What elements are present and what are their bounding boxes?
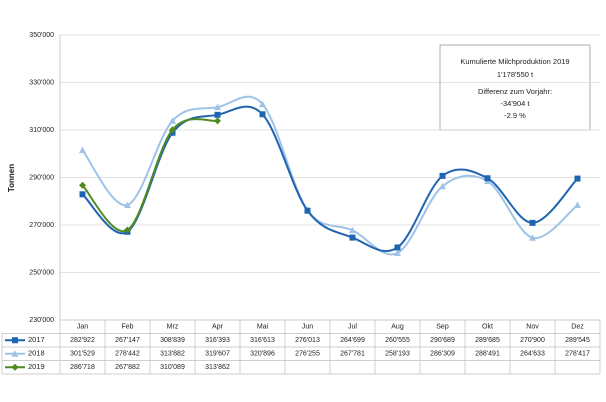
marker [349, 226, 356, 234]
table-value: 264'633 [520, 351, 545, 358]
marker [214, 117, 221, 125]
table-value: 260'555 [385, 337, 410, 344]
table-value: 313'882 [160, 351, 185, 358]
table-value: 278'417 [565, 351, 590, 358]
legend-marker [12, 337, 18, 344]
marker [169, 126, 176, 134]
marker [574, 201, 581, 209]
x-tick-label: Jul [348, 324, 357, 331]
table-value: 267'882 [115, 364, 140, 371]
table-value: 316'613 [250, 337, 275, 344]
y-tick-label: 330'000 [29, 79, 54, 86]
marker [574, 175, 581, 182]
table-value: 276'013 [295, 337, 320, 344]
legend-marker [11, 350, 19, 357]
table-value: 270'900 [520, 337, 545, 344]
x-tick-label: Mrz [167, 324, 179, 331]
marker [439, 172, 446, 179]
marker [124, 201, 131, 208]
table-value: 278'442 [115, 351, 140, 358]
marker [484, 175, 491, 182]
table-value: 282'922 [70, 337, 95, 344]
annotation-text: Differenz zum Vorjahr: [478, 87, 552, 96]
legend-label: 2018 [28, 349, 45, 358]
x-tick-label: Jun [302, 324, 313, 331]
table-value: 267'781 [340, 351, 365, 358]
marker [529, 234, 536, 241]
annotation-text: Kumulierte Milchproduktion 2019 [460, 57, 569, 66]
table-value: 288'491 [475, 351, 500, 358]
y-axis-title: Tonnen [7, 164, 16, 192]
y-tick-label: 310'000 [29, 127, 54, 134]
x-tick-label: Aug [391, 324, 404, 331]
marker [214, 111, 221, 118]
table-value: 286'718 [70, 364, 95, 371]
table-value: 289'545 [565, 337, 590, 344]
table-value: 319'607 [205, 351, 230, 358]
series-line [81, 105, 579, 253]
table-value: 289'685 [475, 337, 500, 344]
marker [214, 103, 221, 111]
y-tick-label: 290'000 [29, 174, 54, 181]
x-tick-label: Sep [436, 324, 449, 331]
marker [349, 234, 356, 241]
marker [169, 117, 176, 124]
table-value: 316'393 [205, 337, 230, 344]
table-value: 301'529 [70, 351, 95, 358]
table-value: 286'309 [430, 351, 455, 358]
legend-label: 2019 [28, 362, 45, 371]
y-tick-label: 270'000 [29, 222, 54, 229]
table-value: 267'147 [115, 337, 140, 344]
marker [259, 100, 266, 108]
legend-marker [11, 363, 19, 371]
x-tick-label: Dez [571, 324, 584, 331]
y-tick-label: 250'000 [29, 269, 54, 276]
legend-label: 2017 [28, 335, 45, 344]
table-value: 308'839 [160, 337, 185, 344]
annotation-text: 1'178'550 t [497, 70, 534, 79]
marker [439, 182, 446, 190]
table-value: 310'089 [160, 364, 185, 371]
table-value: 290'689 [430, 337, 455, 344]
marker [79, 181, 86, 189]
marker [304, 207, 311, 214]
marker [394, 244, 401, 251]
table-value: 320'896 [250, 351, 275, 358]
annotation-text: -2.9 % [504, 111, 526, 120]
x-tick-label: Jan [77, 324, 88, 331]
marker [79, 191, 86, 198]
annotation-box [439, 44, 591, 131]
table-value: 258'193 [385, 351, 410, 358]
y-tick-label: 230'000 [29, 317, 54, 324]
x-tick-label: Apr [212, 324, 224, 331]
marker [79, 146, 86, 154]
x-tick-label: Mai [257, 324, 269, 331]
marker [259, 111, 266, 118]
table-value: 264'699 [340, 337, 365, 344]
table-value: 313'862 [205, 364, 230, 371]
series-line [81, 118, 218, 233]
x-tick-label: Feb [121, 324, 133, 331]
marker [394, 249, 401, 257]
x-tick-label: Nov [526, 324, 539, 331]
marker [124, 226, 131, 234]
marker [529, 219, 536, 226]
table-value: 276'255 [295, 351, 320, 358]
y-tick-label: 350'000 [29, 32, 54, 39]
x-tick-label: Okt [482, 324, 493, 331]
annotation-text: -34'904 t [501, 99, 531, 108]
